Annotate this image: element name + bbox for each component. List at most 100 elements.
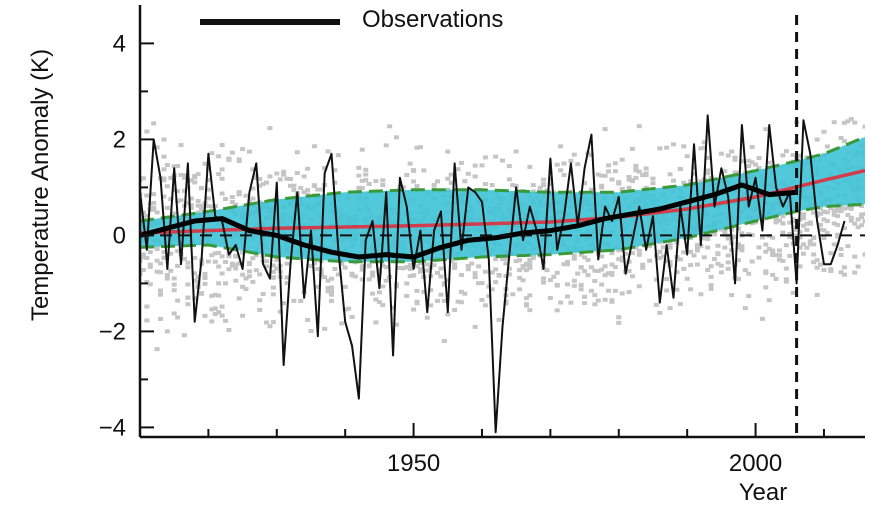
- scatter-point: [455, 167, 461, 172]
- scatter-point: [667, 245, 673, 250]
- scatter-point: [181, 175, 187, 180]
- scatter-point: [192, 271, 198, 276]
- scatter-point: [571, 283, 577, 288]
- scatter-point: [171, 276, 177, 281]
- scatter-point: [739, 159, 745, 164]
- scatter-point: [154, 210, 160, 215]
- scatter-point: [380, 263, 386, 268]
- scatter-point: [811, 210, 817, 215]
- scatter-point: [305, 166, 311, 171]
- scatter-point: [667, 242, 673, 247]
- scatter-point: [171, 288, 177, 293]
- scatter-point: [705, 155, 711, 160]
- scatter-point: [294, 150, 300, 155]
- scatter-point: [144, 129, 150, 134]
- scatter-point: [838, 247, 844, 252]
- scatter-point: [171, 164, 177, 169]
- scatter-point: [178, 143, 184, 148]
- scatter-point: [441, 281, 447, 286]
- scatter-point: [414, 145, 420, 150]
- scatter-point: [541, 280, 547, 285]
- scatter-point: [274, 266, 280, 271]
- scatter-point: [568, 300, 574, 305]
- scatter-point: [763, 270, 769, 275]
- scatter-point: [619, 157, 625, 162]
- scatter-point: [212, 204, 218, 209]
- scatter-point: [240, 147, 246, 152]
- reference-lines: [140, 15, 865, 437]
- scatter-point: [407, 161, 413, 166]
- scatter-point: [240, 250, 246, 255]
- scatter-point: [773, 220, 779, 225]
- scatter-point: [195, 275, 201, 280]
- scatter-point: [664, 145, 670, 150]
- scatter-point: [411, 307, 417, 312]
- scatter-point: [503, 299, 509, 304]
- scatter-point: [438, 292, 444, 297]
- scatter-point: [694, 243, 700, 248]
- scatter-point: [199, 207, 205, 212]
- scatter-point: [250, 186, 256, 191]
- scatter-point: [476, 281, 482, 286]
- scatter-point: [814, 265, 820, 270]
- scatter-point: [175, 298, 181, 303]
- scatter-point: [763, 242, 769, 247]
- scatter-point: [547, 177, 553, 182]
- scatter-point: [732, 170, 738, 175]
- scatter-point: [479, 298, 485, 303]
- scatter-point: [763, 249, 769, 254]
- scatter-point: [359, 185, 365, 190]
- scatter-point: [243, 276, 249, 281]
- scatter-point: [458, 272, 464, 277]
- scatter-point: [582, 294, 588, 299]
- scatter-point: [705, 236, 711, 241]
- scatter-point: [322, 166, 328, 171]
- scatter-point: [523, 302, 529, 307]
- scatter-point: [342, 307, 348, 312]
- scatter-point: [479, 281, 485, 286]
- scatter-point: [332, 266, 338, 271]
- scatter-point: [794, 227, 800, 232]
- scatter-point: [725, 253, 731, 258]
- scatter-point: [821, 209, 827, 214]
- scatter-point: [527, 293, 533, 298]
- scatter-point: [558, 168, 564, 173]
- scatter-point: [376, 267, 382, 272]
- scatter-point: [212, 306, 218, 311]
- scatter-point: [257, 272, 263, 277]
- scatter-point: [814, 292, 820, 297]
- scatter-point: [168, 268, 174, 273]
- scatter-point: [472, 271, 478, 276]
- scatter-point: [144, 318, 150, 323]
- scatter-point: [431, 183, 437, 188]
- scatter-point: [780, 153, 786, 158]
- scatter-point: [780, 214, 786, 219]
- scatter-point: [168, 175, 174, 180]
- scatter-point: [219, 176, 225, 181]
- scatter-point: [698, 179, 704, 184]
- scatter-point: [240, 313, 246, 318]
- scatter-point: [151, 207, 157, 212]
- scatter-point: [657, 310, 663, 315]
- scatter-point: [602, 127, 608, 132]
- scatter-point: [452, 265, 458, 270]
- scatter-point: [414, 184, 420, 189]
- scatter-point: [424, 268, 430, 273]
- scatter-point: [701, 145, 707, 150]
- scatter-point: [821, 129, 827, 134]
- scatter-point: [739, 244, 745, 249]
- scatter-point: [588, 265, 594, 270]
- scatter-point: [305, 188, 311, 193]
- scatter-point: [783, 279, 789, 284]
- scatter-point: [199, 291, 205, 296]
- scatter-point: [708, 274, 714, 279]
- scatter-point: [243, 287, 249, 292]
- scatter-point: [270, 263, 276, 268]
- scatter-point: [380, 178, 386, 183]
- scatter-point: [294, 171, 300, 176]
- scatter-point: [616, 180, 622, 185]
- scatter-point: [862, 219, 865, 224]
- scatter-point: [161, 250, 167, 255]
- scatter-point: [366, 181, 372, 186]
- scatter-point: [346, 306, 352, 311]
